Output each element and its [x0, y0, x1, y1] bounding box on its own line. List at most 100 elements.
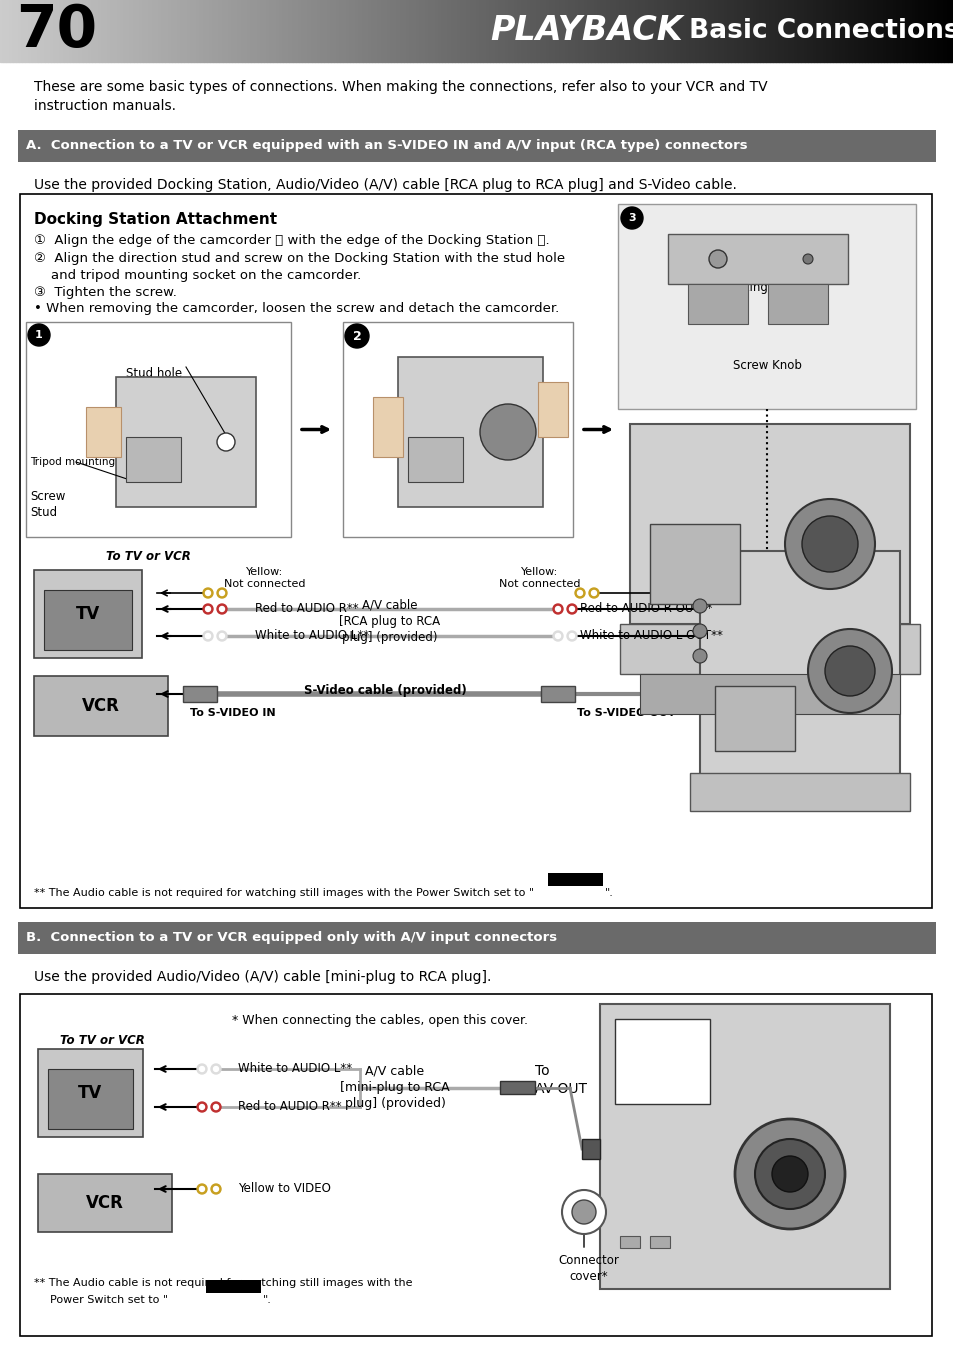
- Bar: [169, 0, 172, 62]
- Circle shape: [575, 588, 584, 598]
- Bar: [178, 0, 181, 62]
- Bar: [626, 0, 629, 62]
- Bar: [476, 0, 479, 62]
- Text: Tripod mounting socket: Tripod mounting socket: [30, 457, 152, 467]
- Bar: [632, 0, 636, 62]
- Bar: [18, 921, 935, 954]
- Bar: [493, 0, 496, 62]
- Bar: [391, 0, 394, 62]
- Bar: [131, 0, 133, 62]
- Bar: [19, 0, 22, 62]
- Text: White to AUDIO L**: White to AUDIO L**: [237, 1062, 352, 1075]
- Bar: [305, 0, 308, 62]
- Bar: [38, 0, 41, 62]
- Bar: [537, 0, 540, 62]
- Bar: [235, 0, 238, 62]
- Bar: [270, 0, 274, 62]
- Bar: [803, 0, 807, 62]
- Bar: [922, 0, 924, 62]
- Circle shape: [561, 1190, 605, 1234]
- Text: To S-VIDEO OUT: To S-VIDEO OUT: [577, 709, 675, 718]
- Circle shape: [620, 207, 642, 229]
- Circle shape: [196, 1064, 207, 1075]
- Bar: [0, 0, 3, 62]
- Bar: [779, 0, 781, 62]
- Text: Bottom of
Docking Station: Bottom of Docking Station: [720, 264, 813, 294]
- Circle shape: [577, 591, 582, 595]
- Bar: [769, 0, 772, 62]
- Bar: [483, 0, 486, 62]
- Bar: [183, 686, 216, 702]
- Bar: [48, 1069, 132, 1129]
- Bar: [155, 0, 159, 62]
- Bar: [832, 0, 836, 62]
- Bar: [232, 0, 235, 62]
- Text: ③  Tighten the screw.: ③ Tighten the screw.: [34, 286, 176, 299]
- Circle shape: [771, 1156, 807, 1192]
- Bar: [133, 0, 136, 62]
- Bar: [16, 0, 19, 62]
- Text: TV: TV: [76, 604, 100, 623]
- Bar: [172, 0, 174, 62]
- Bar: [943, 0, 946, 62]
- Bar: [712, 0, 715, 62]
- Bar: [648, 0, 651, 62]
- Bar: [636, 0, 639, 62]
- Bar: [295, 0, 298, 62]
- Bar: [699, 0, 702, 62]
- Bar: [877, 0, 880, 62]
- Text: A/V cable
[mini-plug to RCA
plug] (provided): A/V cable [mini-plug to RCA plug] (provi…: [340, 1064, 450, 1110]
- Circle shape: [553, 631, 562, 641]
- Bar: [848, 0, 851, 62]
- Text: Red to AUDIO R OUT**: Red to AUDIO R OUT**: [579, 602, 712, 615]
- Text: 3: 3: [627, 213, 635, 224]
- Bar: [599, 1004, 889, 1289]
- Bar: [559, 0, 562, 62]
- Bar: [213, 0, 216, 62]
- Bar: [762, 0, 765, 62]
- Bar: [229, 0, 232, 62]
- Circle shape: [211, 1184, 221, 1194]
- Text: VCR: VCR: [82, 696, 120, 715]
- Bar: [20, 194, 931, 908]
- Bar: [517, 0, 521, 62]
- Bar: [83, 0, 86, 62]
- Bar: [67, 0, 70, 62]
- Bar: [343, 322, 573, 537]
- Bar: [12, 0, 16, 62]
- Bar: [537, 382, 567, 438]
- Bar: [245, 0, 248, 62]
- Text: 1: 1: [35, 331, 43, 340]
- Bar: [737, 0, 740, 62]
- Bar: [479, 0, 483, 62]
- Bar: [346, 0, 350, 62]
- Bar: [283, 0, 286, 62]
- Bar: [801, 0, 803, 62]
- Bar: [416, 0, 419, 62]
- Bar: [400, 0, 403, 62]
- Bar: [203, 0, 207, 62]
- Text: ①  Align the edge of the camcorder Ⓐ with the edge of the Docking Station Ⓑ.: ① Align the edge of the camcorder Ⓐ with…: [34, 234, 549, 247]
- Bar: [257, 0, 260, 62]
- Bar: [788, 0, 791, 62]
- Bar: [200, 0, 203, 62]
- Bar: [375, 0, 378, 62]
- Bar: [610, 0, 613, 62]
- Bar: [413, 0, 416, 62]
- Bar: [629, 0, 632, 62]
- Circle shape: [692, 599, 706, 612]
- Bar: [279, 0, 283, 62]
- Bar: [38, 1049, 143, 1137]
- Bar: [331, 0, 334, 62]
- Bar: [334, 0, 336, 62]
- Bar: [639, 0, 641, 62]
- Bar: [588, 0, 591, 62]
- Bar: [718, 0, 721, 62]
- Bar: [734, 0, 737, 62]
- Bar: [527, 0, 531, 62]
- Bar: [489, 0, 493, 62]
- Bar: [397, 356, 542, 507]
- Circle shape: [566, 604, 577, 614]
- Text: A.  Connection to a TV or VCR equipped with an S-VIDEO IN and A/V input (RCA typ: A. Connection to a TV or VCR equipped wi…: [26, 140, 747, 153]
- Bar: [298, 0, 302, 62]
